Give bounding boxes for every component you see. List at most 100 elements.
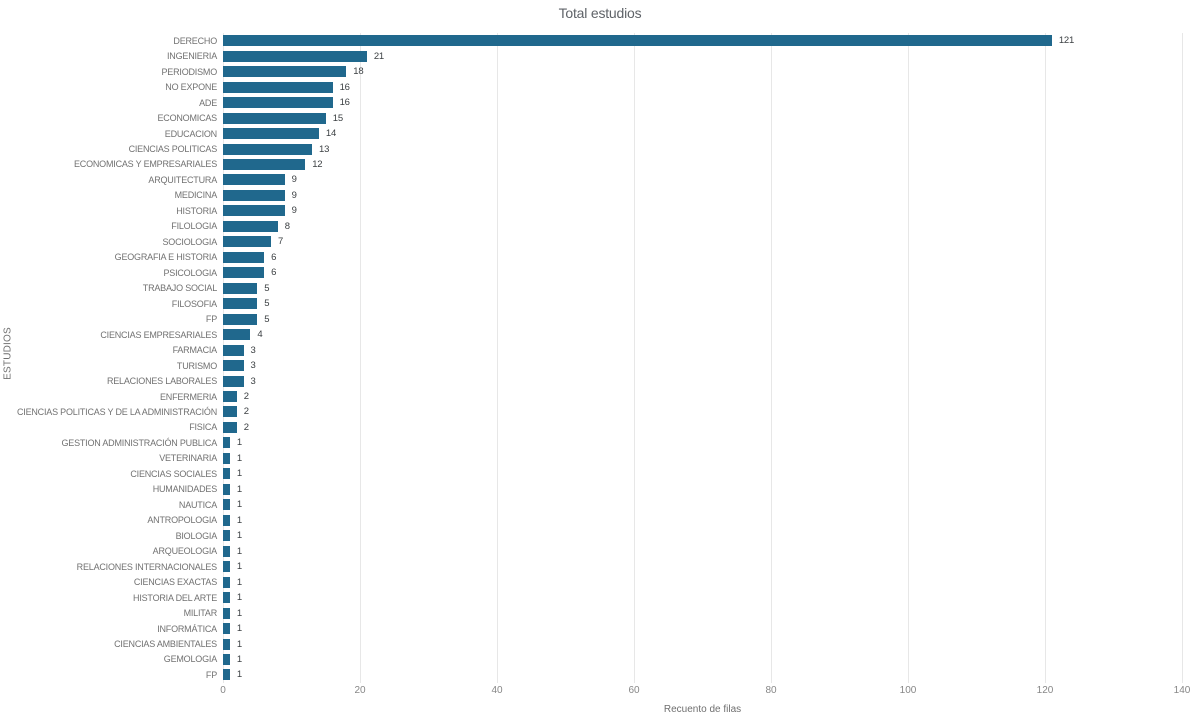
bar[interactable] [223,128,319,140]
bar[interactable] [223,251,265,263]
bar-track: 13 [223,141,1182,156]
bar[interactable] [223,298,258,310]
category-label: ARQUITECTURA [148,174,217,185]
x-tick-label: 20 [354,685,366,696]
x-tick-label: 120 [1036,685,1054,696]
category-label: EDUCACION [164,128,217,139]
bar-track: 9 [223,172,1182,187]
category-label: CIENCIAS AMBIENTALES [114,639,217,650]
value-label: 4 [257,329,263,341]
bar-row: FILOLOGIA 8 [0,219,1182,234]
category-label: RELACIONES LABORALES [106,376,217,387]
category-label: HISTORIA [176,205,217,216]
bar[interactable] [223,483,230,495]
category-label: CIENCIAS POLITICAS Y DE LA ADMINISTRACIÓ… [16,406,217,417]
bar-track: 5 [223,311,1182,326]
value-label: 1 [236,530,242,542]
bar[interactable] [223,499,230,511]
bar-track: 4 [223,327,1182,342]
bar-row: HISTORIA DEL ARTE 1 [0,590,1182,605]
bar-track: 14 [223,126,1182,141]
value-label: 1 [236,653,242,665]
bar-row: TURISMO 3 [0,358,1182,373]
bar[interactable] [223,406,237,418]
bar[interactable] [223,530,230,542]
bar[interactable] [223,468,230,480]
value-label: 3 [250,375,256,387]
bar-track: 1 [223,667,1182,682]
bar[interactable] [223,174,285,186]
bar[interactable] [223,514,230,526]
bar-track: 21 [223,48,1182,63]
bar[interactable] [223,653,230,665]
bar-track: 2 [223,389,1182,404]
bar[interactable] [223,375,244,387]
bar[interactable] [223,576,230,588]
bar[interactable] [223,35,1052,47]
bar[interactable] [223,313,258,325]
bar-track: 8 [223,219,1182,234]
bar-track: 1 [223,528,1182,543]
bar[interactable] [223,669,230,681]
bar[interactable] [223,592,230,604]
bar-row: HUMANIDADES 1 [0,482,1182,497]
bar[interactable] [223,50,367,62]
bar[interactable] [223,282,258,294]
bar[interactable] [223,437,230,449]
value-label: 3 [250,344,256,356]
gridline [908,33,909,683]
category-label: FP [205,669,217,680]
bar-row: RELACIONES LABORALES 3 [0,373,1182,388]
bar[interactable] [223,97,333,109]
value-label: 1 [236,514,242,526]
bar[interactable] [223,391,237,403]
bar-track: 1 [223,451,1182,466]
bar-track: 1 [223,636,1182,651]
bar[interactable] [223,81,333,93]
category-label: GESTION ADMINISTRACIÓN PUBLICA [61,437,217,448]
category-label: FILOLOGIA [171,221,217,232]
bar-track: 5 [223,281,1182,296]
bar[interactable] [223,344,244,356]
bar[interactable] [223,236,271,248]
category-label: CIENCIAS POLITICAS [128,144,218,155]
value-label: 1 [236,623,242,635]
bar-row: ECONOMICAS 15 [0,110,1182,125]
bar[interactable] [223,267,265,279]
bar[interactable] [223,112,326,124]
bar[interactable] [223,205,285,217]
value-label: 1 [236,452,242,464]
bar[interactable] [223,143,313,155]
x-tick-label: 0 [220,685,226,696]
gridline [497,33,498,683]
value-label: 2 [243,421,249,433]
value-label: 1 [236,561,242,573]
bar[interactable] [223,189,285,201]
bar[interactable] [223,158,306,170]
bar[interactable] [223,66,347,78]
bar[interactable] [223,545,230,557]
bar[interactable] [223,561,230,573]
value-label: 1 [236,592,242,604]
bar[interactable] [223,638,230,650]
bar[interactable] [223,623,230,635]
bar-row: SOCIOLOGIA 7 [0,234,1182,249]
bar[interactable] [223,220,278,232]
bar[interactable] [223,329,251,341]
bar-row: INGENIERIA 21 [0,48,1182,63]
bar-track: 6 [223,265,1182,280]
bar-track: 1 [223,513,1182,528]
bar-row: VETERINARIA 1 [0,451,1182,466]
bar[interactable] [223,421,237,433]
bar[interactable] [223,452,230,464]
category-label: MEDICINA [174,190,218,201]
value-label: 7 [277,236,284,248]
gridline [1182,33,1183,683]
value-label: 18 [353,66,364,78]
bar-track: 3 [223,373,1182,388]
bar-track: 3 [223,342,1182,357]
value-label: 5 [264,282,270,294]
bar[interactable] [223,360,244,372]
bar-row: GESTION ADMINISTRACIÓN PUBLICA 1 [0,435,1182,450]
bar[interactable] [223,607,230,619]
